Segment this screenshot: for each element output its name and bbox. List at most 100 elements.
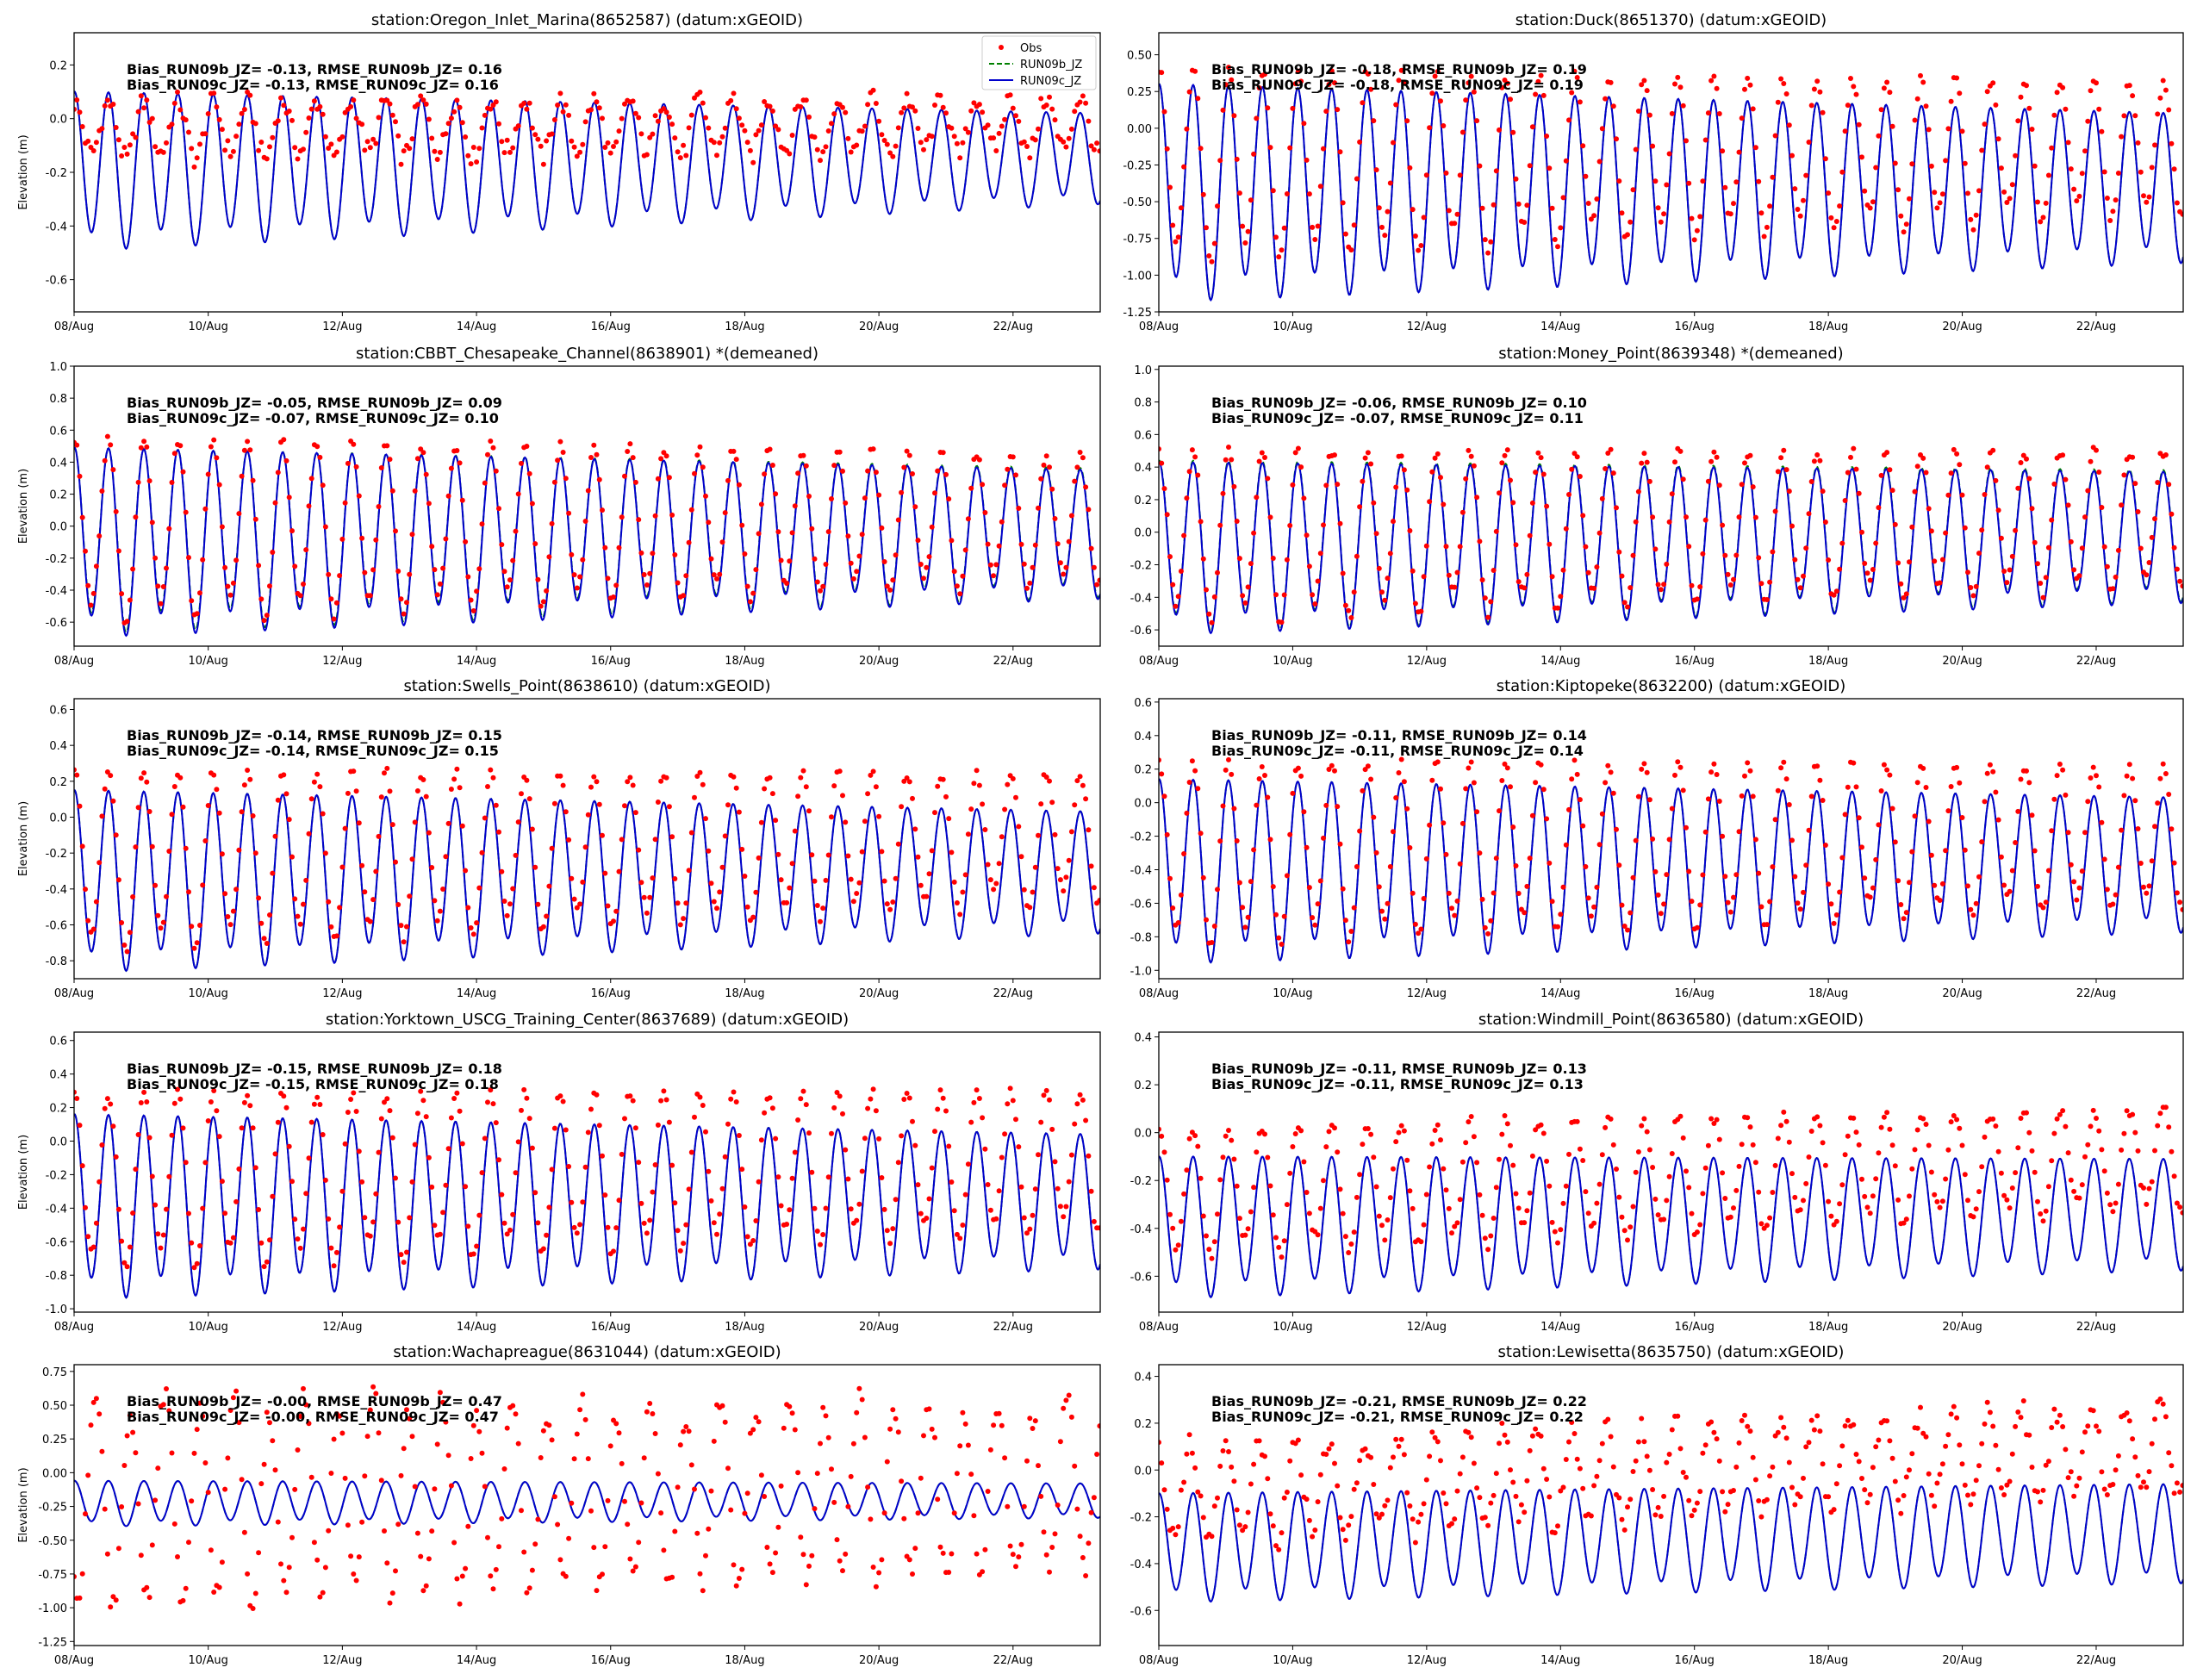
obs-point	[1412, 233, 1418, 239]
obs-point	[264, 941, 270, 946]
obs-point	[834, 1090, 840, 1095]
obs-point	[1979, 1164, 1985, 1170]
obs-point	[2130, 1436, 2136, 1442]
obs-point	[968, 485, 974, 491]
obs-point	[1957, 90, 1963, 96]
obs-point	[1725, 571, 1731, 577]
obs-point	[2138, 169, 2144, 175]
obs-point	[929, 848, 935, 854]
obs-point	[1393, 1139, 1399, 1145]
obs-point	[1851, 445, 1857, 451]
obs-point	[272, 1151, 278, 1157]
subplot-title: station:Money_Point(8639348) *(demeaned)	[1498, 345, 1843, 363]
obs-point	[1080, 782, 1086, 788]
obs-point	[859, 1168, 865, 1174]
obs-point	[1290, 790, 1296, 796]
data-layer	[1159, 65, 2183, 302]
obs-point	[1979, 527, 1985, 533]
obs-point	[2177, 899, 2183, 905]
obs-point	[1200, 874, 1206, 880]
obs-point	[1672, 459, 1677, 465]
obs-point	[1616, 1194, 1622, 1200]
obs-point	[115, 1206, 121, 1212]
obs-point	[949, 849, 955, 856]
obs-point	[1493, 528, 1499, 534]
obs-point	[2007, 888, 2013, 894]
obs-point	[370, 136, 377, 142]
obs-point	[1614, 1167, 1619, 1172]
obs-point	[985, 1182, 991, 1187]
obs-point	[1811, 458, 1817, 464]
obs-point	[1731, 894, 1736, 900]
obs-point	[463, 1565, 469, 1571]
obs-point	[1240, 223, 1246, 229]
obs-point	[214, 104, 220, 110]
obs-point	[1502, 1113, 1508, 1118]
obs-point	[1859, 1176, 1864, 1182]
obs-point	[2132, 113, 2138, 119]
obs-point	[339, 1430, 345, 1436]
obs-point	[2032, 539, 2038, 545]
obs-point	[2068, 538, 2074, 544]
obs-point	[85, 582, 91, 588]
obs-point	[1245, 584, 1251, 590]
obs-point	[1510, 1162, 1516, 1168]
obs-point	[256, 1207, 262, 1212]
obs-point	[362, 1215, 368, 1221]
obs-point	[1655, 1212, 1661, 1218]
obs-point	[175, 1554, 180, 1559]
obs-point	[1468, 73, 1474, 79]
obs-point	[1918, 1404, 1923, 1410]
obs-point	[1043, 453, 1049, 459]
obs-point	[968, 806, 974, 812]
obs-point	[1747, 82, 1753, 88]
obs-point	[2144, 1201, 2150, 1207]
obs-point	[1727, 1214, 1733, 1220]
obs-point	[2013, 1170, 2019, 1176]
obs-point	[1845, 103, 1851, 109]
obs-point	[1775, 1429, 1781, 1435]
obs-point	[306, 1155, 312, 1161]
obs-point	[1368, 86, 1374, 92]
obs-point	[482, 112, 488, 118]
obs-point	[2174, 890, 2180, 896]
obs-point	[1731, 576, 1736, 582]
obs-point	[141, 770, 147, 776]
obs-point	[289, 117, 295, 123]
obs-point	[1747, 1428, 1753, 1434]
obs-point	[1948, 784, 1954, 789]
obs-point	[2024, 768, 2029, 774]
obs-point	[921, 146, 926, 152]
obs-point	[764, 1545, 770, 1550]
obs-point	[1329, 68, 1335, 74]
obs-point	[1170, 582, 1176, 588]
obs-point	[591, 1545, 597, 1551]
obs-point	[1783, 467, 1789, 473]
data-layer	[74, 765, 1100, 973]
obs-point	[476, 566, 482, 572]
obs-point	[812, 1205, 818, 1211]
obs-point	[401, 1446, 407, 1452]
obs-point	[1515, 891, 1522, 896]
obs-point	[1547, 860, 1553, 866]
obs-point	[1317, 1472, 1323, 1478]
obs-point	[1544, 134, 1550, 139]
y-tick-label: -0.50	[1123, 196, 1152, 209]
obs-point	[303, 129, 309, 135]
obs-point	[1758, 1221, 1764, 1227]
obs-point	[613, 1225, 619, 1231]
obs-point	[434, 1441, 440, 1447]
obs-point	[1574, 1118, 1580, 1124]
obs-point	[706, 848, 712, 854]
obs-point	[113, 1597, 119, 1603]
obs-point	[1664, 872, 1670, 878]
obs-point	[2135, 826, 2141, 831]
obs-point	[429, 135, 435, 141]
obs-point	[2071, 186, 2077, 192]
obs-point	[367, 1233, 373, 1239]
obs-point	[88, 1422, 94, 1428]
obs-point	[1837, 203, 1843, 209]
obs-point	[881, 1206, 887, 1212]
obs-point	[1747, 768, 1753, 774]
obs-point	[1720, 1489, 1726, 1495]
